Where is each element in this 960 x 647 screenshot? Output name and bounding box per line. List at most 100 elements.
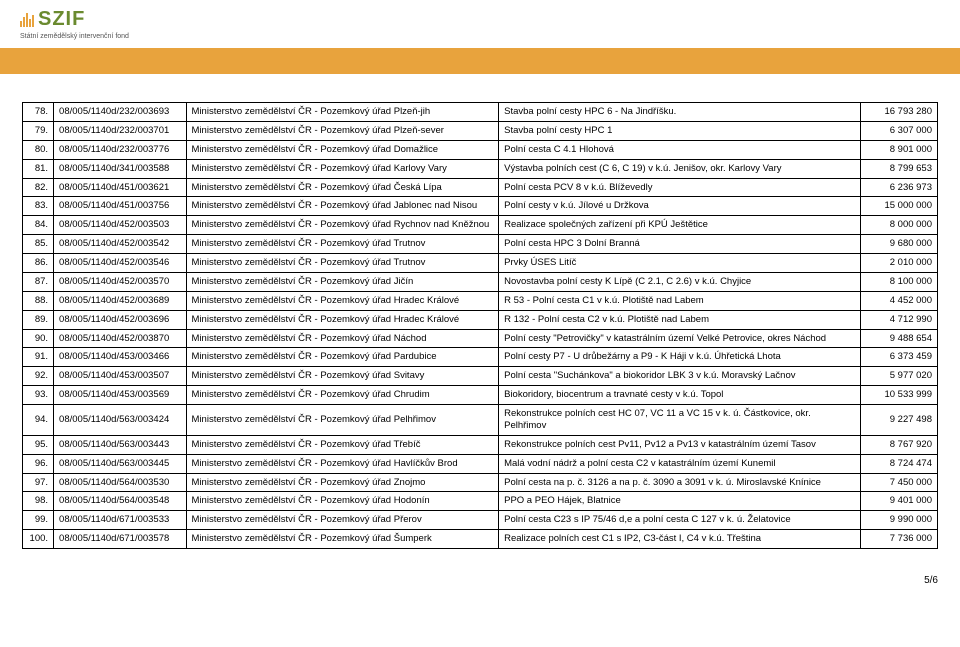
table-row: 100.08/005/1140d/671/003578Ministerstvo … bbox=[23, 530, 938, 549]
table-cell: 10 533 999 bbox=[861, 386, 938, 405]
table-cell: Ministerstvo zemědělství ČR - Pozemkový … bbox=[186, 159, 499, 178]
table-cell: Biokoridory, biocentrum a travnaté cesty… bbox=[499, 386, 861, 405]
table-cell: Polní cesta HPC 3 Dolní Branná bbox=[499, 235, 861, 254]
table-cell: Malá vodní nádrž a polní cesta C2 v kata… bbox=[499, 454, 861, 473]
table-row: 93.08/005/1140d/453/003569Ministerstvo z… bbox=[23, 386, 938, 405]
table-cell: R 53 - Polní cesta C1 v k.ú. Plotiště na… bbox=[499, 291, 861, 310]
table-row: 83.08/005/1140d/451/003756Ministerstvo z… bbox=[23, 197, 938, 216]
table-cell: Ministerstvo zemědělství ČR - Pozemkový … bbox=[186, 140, 499, 159]
table-cell: 7 736 000 bbox=[861, 530, 938, 549]
table-row: 94.08/005/1140d/563/003424Ministerstvo z… bbox=[23, 405, 938, 436]
table-cell: 9 990 000 bbox=[861, 511, 938, 530]
table-cell: 83. bbox=[23, 197, 54, 216]
table-cell: 6 236 973 bbox=[861, 178, 938, 197]
table-row: 80.08/005/1140d/232/003776Ministerstvo z… bbox=[23, 140, 938, 159]
table-cell: Polní cesta PCV 8 v k.ú. Blíževedly bbox=[499, 178, 861, 197]
table-cell: Ministerstvo zemědělství ČR - Pozemkový … bbox=[186, 235, 499, 254]
table-cell: 08/005/1140d/232/003701 bbox=[54, 121, 186, 140]
table-cell: 95. bbox=[23, 435, 54, 454]
table-cell: 08/005/1140d/232/003693 bbox=[54, 103, 186, 122]
table-cell: 08/005/1140d/671/003578 bbox=[54, 530, 186, 549]
table-row: 89.08/005/1140d/452/003696Ministerstvo z… bbox=[23, 310, 938, 329]
table-row: 96.08/005/1140d/563/003445Ministerstvo z… bbox=[23, 454, 938, 473]
table-cell: Ministerstvo zemědělství ČR - Pozemkový … bbox=[186, 454, 499, 473]
table-cell: 98. bbox=[23, 492, 54, 511]
table-cell: Polní cesta "Suchánkova" a biokoridor LB… bbox=[499, 367, 861, 386]
table-cell: 82. bbox=[23, 178, 54, 197]
table-cell: 08/005/1140d/563/003445 bbox=[54, 454, 186, 473]
table-cell: 8 100 000 bbox=[861, 272, 938, 291]
table-cell: 91. bbox=[23, 348, 54, 367]
table-cell: Polní cesta C23 s IP 75/46 d,e a polní c… bbox=[499, 511, 861, 530]
table-cell: Ministerstvo zemědělství ČR - Pozemkový … bbox=[186, 367, 499, 386]
table-cell: R 132 - Polní cesta C2 v k.ú. Plotiště n… bbox=[499, 310, 861, 329]
table-cell: 87. bbox=[23, 272, 54, 291]
table-cell: 89. bbox=[23, 310, 54, 329]
table-cell: 100. bbox=[23, 530, 54, 549]
table-cell: 4 452 000 bbox=[861, 291, 938, 310]
table-cell: 08/005/1140d/452/003696 bbox=[54, 310, 186, 329]
table-cell: 88. bbox=[23, 291, 54, 310]
table-cell: Ministerstvo zemědělství ČR - Pozemkový … bbox=[186, 272, 499, 291]
page-header: SZIF Státní zemědělský intervenční fond bbox=[0, 0, 960, 48]
table-cell: 08/005/1140d/453/003507 bbox=[54, 367, 186, 386]
table-cell: 79. bbox=[23, 121, 54, 140]
table-cell: Polní cesty P7 - U drůbežárny a P9 - K H… bbox=[499, 348, 861, 367]
table-cell: 94. bbox=[23, 405, 54, 436]
table-cell: 4 712 990 bbox=[861, 310, 938, 329]
table-cell: 9 227 498 bbox=[861, 405, 938, 436]
table-cell: 81. bbox=[23, 159, 54, 178]
table-row: 86.08/005/1140d/452/003546Ministerstvo z… bbox=[23, 254, 938, 273]
table-cell: Rekonstrukce polních cest Pv11, Pv12 a P… bbox=[499, 435, 861, 454]
table-cell: 97. bbox=[23, 473, 54, 492]
table-cell: Výstavba polních cest (C 6, C 19) v k.ú.… bbox=[499, 159, 861, 178]
table-cell: Realizace společných zařízení při KPÚ Je… bbox=[499, 216, 861, 235]
table-cell: 96. bbox=[23, 454, 54, 473]
table-cell: 9 401 000 bbox=[861, 492, 938, 511]
table-cell: 8 799 653 bbox=[861, 159, 938, 178]
table-cell: 15 000 000 bbox=[861, 197, 938, 216]
table-cell: Ministerstvo zemědělství ČR - Pozemkový … bbox=[186, 329, 499, 348]
table-cell: Rekonstrukce polních cest HC 07, VC 11 a… bbox=[499, 405, 861, 436]
table-row: 98.08/005/1140d/564/003548Ministerstvo z… bbox=[23, 492, 938, 511]
table-cell: 08/005/1140d/452/003503 bbox=[54, 216, 186, 235]
table-cell: 08/005/1140d/232/003776 bbox=[54, 140, 186, 159]
table-cell: 8 767 920 bbox=[861, 435, 938, 454]
page-number: 5/6 bbox=[0, 565, 960, 586]
table-cell: Novostavba polní cesty K Lípě (C 2.1, C … bbox=[499, 272, 861, 291]
table-cell: Realizace polních cest C1 s IP2, C3-část… bbox=[499, 530, 861, 549]
table-cell: Ministerstvo zemědělství ČR - Pozemkový … bbox=[186, 216, 499, 235]
table-cell: 16 793 280 bbox=[861, 103, 938, 122]
table-cell: 92. bbox=[23, 367, 54, 386]
table-cell: Ministerstvo zemědělství ČR - Pozemkový … bbox=[186, 197, 499, 216]
table-row: 95.08/005/1140d/563/003443Ministerstvo z… bbox=[23, 435, 938, 454]
table-cell: Ministerstvo zemědělství ČR - Pozemkový … bbox=[186, 254, 499, 273]
table-row: 79.08/005/1140d/232/003701Ministerstvo z… bbox=[23, 121, 938, 140]
table-cell: Ministerstvo zemědělství ČR - Pozemkový … bbox=[186, 103, 499, 122]
table-cell: Ministerstvo zemědělství ČR - Pozemkový … bbox=[186, 310, 499, 329]
table-cell: 08/005/1140d/671/003533 bbox=[54, 511, 186, 530]
table-cell: Ministerstvo zemědělství ČR - Pozemkový … bbox=[186, 511, 499, 530]
table-cell: Stavba polní cesty HPC 1 bbox=[499, 121, 861, 140]
logo-bars-icon bbox=[20, 13, 34, 27]
table-cell: 08/005/1140d/563/003424 bbox=[54, 405, 186, 436]
table-row: 85.08/005/1140d/452/003542Ministerstvo z… bbox=[23, 235, 938, 254]
table-cell: 99. bbox=[23, 511, 54, 530]
table-row: 81.08/005/1140d/341/003588Ministerstvo z… bbox=[23, 159, 938, 178]
table-cell: 08/005/1140d/452/003870 bbox=[54, 329, 186, 348]
content-area: 78.08/005/1140d/232/003693Ministerstvo z… bbox=[0, 74, 960, 565]
table-cell: 08/005/1140d/453/003569 bbox=[54, 386, 186, 405]
table-cell: 78. bbox=[23, 103, 54, 122]
table-cell: Polní cesta na p. č. 3126 a na p. č. 309… bbox=[499, 473, 861, 492]
table-cell: 84. bbox=[23, 216, 54, 235]
table-cell: 08/005/1140d/452/003542 bbox=[54, 235, 186, 254]
table-row: 82.08/005/1140d/451/003621Ministerstvo z… bbox=[23, 178, 938, 197]
data-table: 78.08/005/1140d/232/003693Ministerstvo z… bbox=[22, 102, 938, 549]
table-row: 99.08/005/1140d/671/003533Ministerstvo z… bbox=[23, 511, 938, 530]
table-cell: 8 901 000 bbox=[861, 140, 938, 159]
table-cell: Polní cesty "Petrovičky" v katastrálním … bbox=[499, 329, 861, 348]
table-cell: Stavba polní cesty HPC 6 - Na Jindříšku. bbox=[499, 103, 861, 122]
table-cell: 08/005/1140d/563/003443 bbox=[54, 435, 186, 454]
table-cell: Ministerstvo zemědělství ČR - Pozemkový … bbox=[186, 405, 499, 436]
logo-text: SZIF bbox=[38, 8, 85, 31]
